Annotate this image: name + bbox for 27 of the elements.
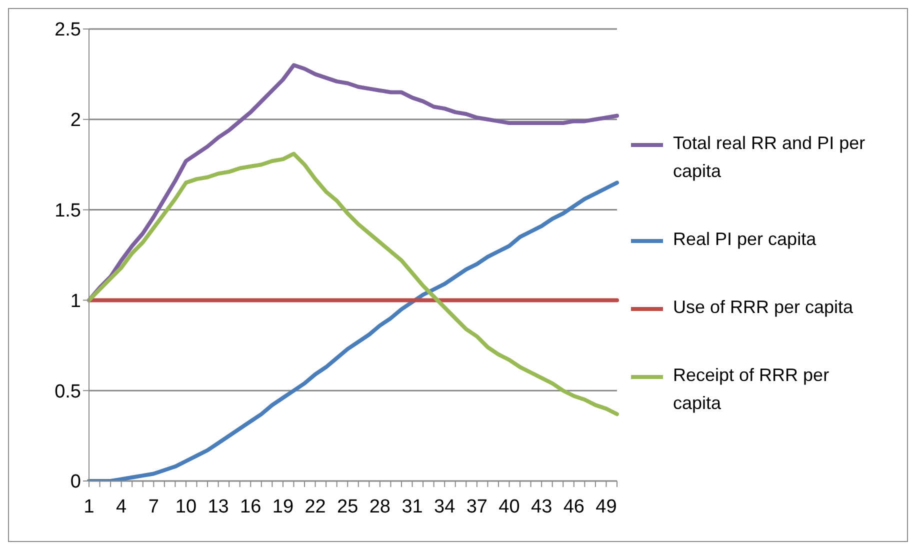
x-tick-label: 40 [498, 496, 520, 518]
y-tick-label: 2 [70, 110, 81, 132]
x-tick-label: 37 [466, 496, 488, 518]
x-tick-label: 43 [531, 496, 552, 518]
legend-label: Total real RR and PI per capita [673, 132, 866, 183]
y-tick-label: 2.5 [54, 20, 81, 41]
x-tick-label: 19 [272, 496, 294, 518]
y-tick-label: 1.5 [54, 200, 81, 222]
legend-label: Real PI per capita [673, 228, 818, 251]
y-tick-label: 1 [70, 290, 81, 312]
y-tick-label: 0.5 [54, 381, 81, 402]
x-tick-label: 25 [337, 496, 358, 518]
x-tick-label: 49 [596, 496, 617, 518]
x-tick-label: 10 [175, 496, 197, 518]
x-tick-label: 22 [304, 496, 326, 518]
x-tick-label: 28 [369, 496, 391, 518]
x-tick-label: 46 [563, 496, 584, 518]
x-tick-label: 7 [148, 496, 159, 518]
x-tick-label: 4 [116, 496, 128, 518]
y-tick-label: 0 [70, 472, 81, 493]
legend-label: Receipt of RRR per capita [673, 364, 830, 415]
x-tick-label: 1 [84, 496, 94, 518]
x-tick-label: 13 [208, 496, 229, 518]
legend-label: Use of RRR per capita [673, 296, 854, 319]
x-tick-label: 34 [434, 496, 456, 518]
x-tick-label: 16 [240, 496, 262, 518]
x-tick-label: 31 [402, 496, 423, 518]
